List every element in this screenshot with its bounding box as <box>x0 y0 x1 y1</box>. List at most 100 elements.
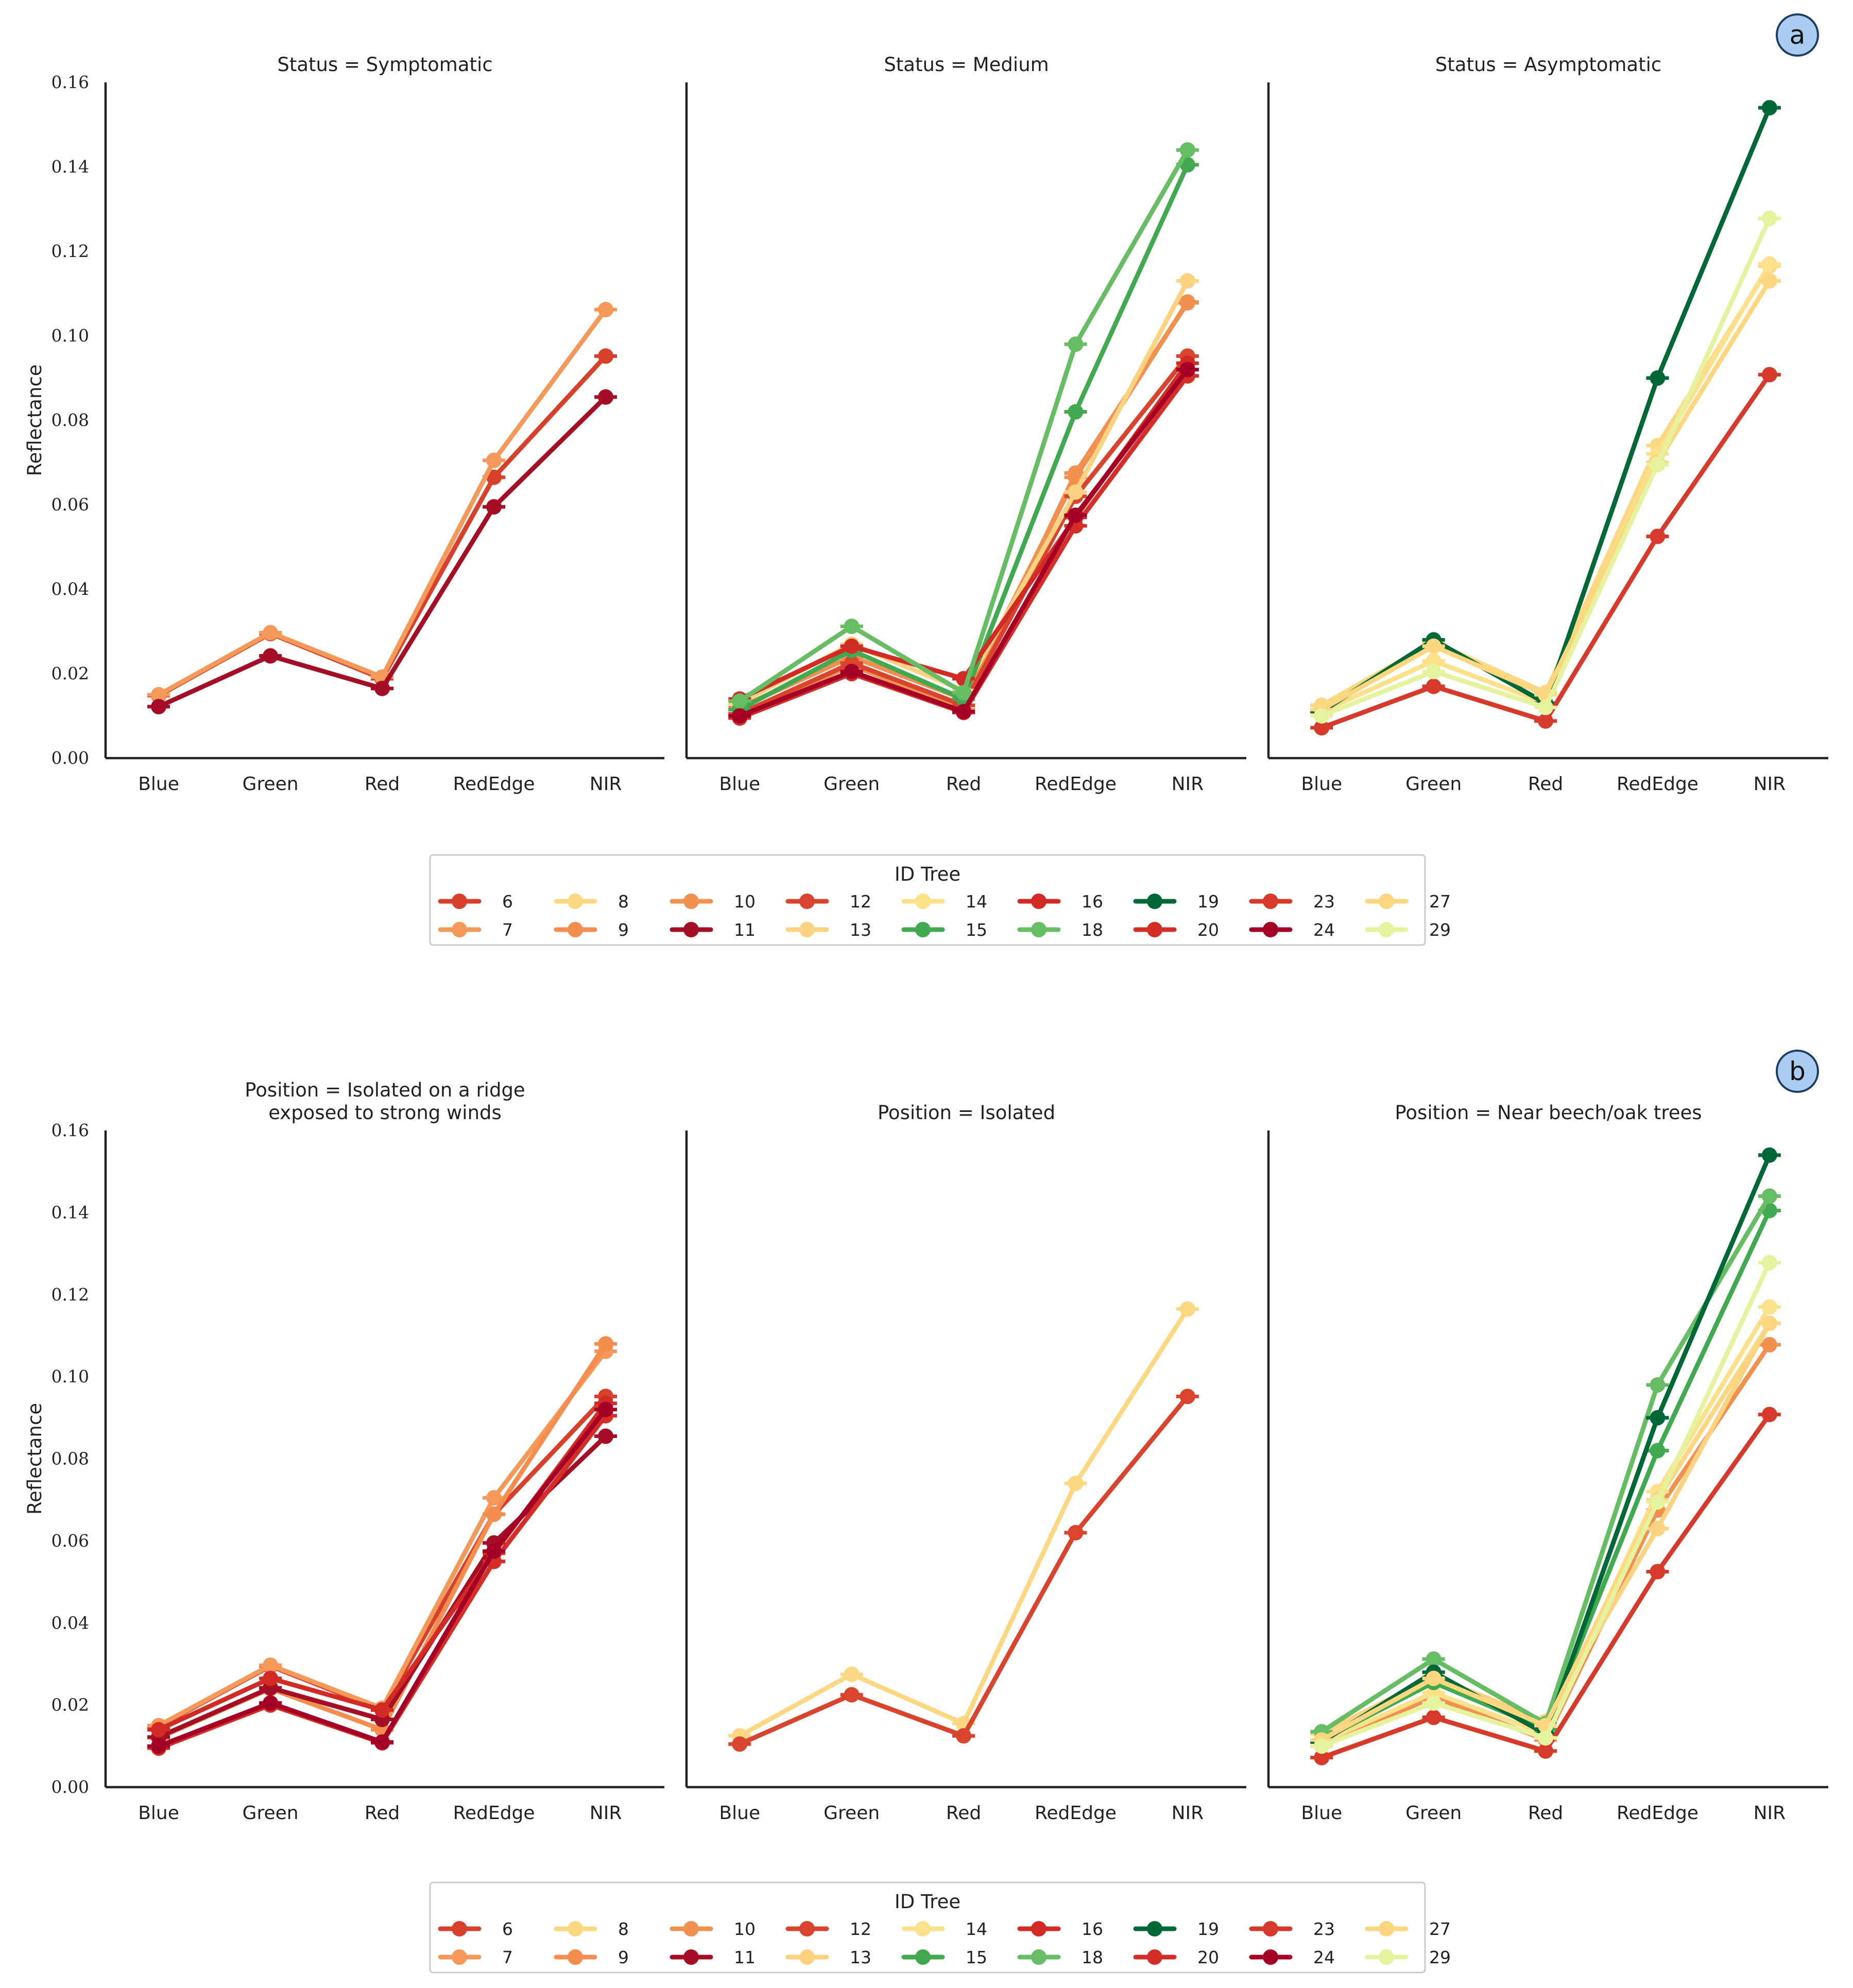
legend-label: 19 <box>1197 892 1219 912</box>
data-point <box>956 704 972 719</box>
x-tick-label: RedEdge <box>1617 774 1698 795</box>
series-tree-13 <box>728 273 1199 711</box>
panel-title: Position = Near beech/oak trees <box>1395 1102 1702 1124</box>
legend-label: 24 <box>1313 1947 1335 1967</box>
data-point <box>486 1490 502 1506</box>
series-line <box>156 1349 608 1728</box>
data-point <box>1179 1301 1195 1317</box>
legend-swatch-marker <box>1031 922 1046 937</box>
series-line <box>1319 278 1772 712</box>
series-tree-11 <box>147 389 617 714</box>
data-point <box>598 348 614 364</box>
panel-label-text: a <box>1790 20 1806 50</box>
legend-entry-13: 13 <box>785 1947 871 1967</box>
legend-label: 24 <box>1313 920 1335 940</box>
legend-entry-6: 6 <box>438 892 513 912</box>
data-point <box>1068 1524 1084 1540</box>
x-tick-label: Blue <box>719 1803 760 1824</box>
data-point <box>1650 528 1666 544</box>
legend-swatch-marker <box>799 1949 815 1965</box>
series-line <box>1319 262 1772 714</box>
data-point <box>374 1702 390 1718</box>
legend-label: 7 <box>502 1947 513 1967</box>
series-tree-19 <box>1310 1147 1781 1750</box>
legend-entry-13: 13 <box>785 920 871 940</box>
panel-label-badge <box>1776 1050 1819 1093</box>
legend-label: 9 <box>618 920 629 940</box>
data-point <box>486 499 502 515</box>
legend-label: 27 <box>1429 1919 1451 1939</box>
legend-swatch-marker <box>1379 894 1394 909</box>
panel-title: Position = Isolated on a ridge <box>245 1079 525 1101</box>
legend-swatch-marker <box>683 894 699 909</box>
data-point <box>1761 1336 1777 1352</box>
legend-label: 9 <box>618 1947 629 1967</box>
x-tick-label: Blue <box>1301 774 1342 795</box>
legend-entry-12: 12 <box>785 1919 871 1939</box>
legend-swatch-marker <box>915 1949 931 1965</box>
series-line <box>1319 1208 1772 1742</box>
data-point <box>1761 256 1777 272</box>
data-point <box>844 1666 860 1682</box>
series-tree-13 <box>1310 1315 1781 1742</box>
data-point <box>1538 713 1554 729</box>
series-tree-7 <box>147 1343 617 1734</box>
legend-swatch-marker <box>1031 894 1046 909</box>
legend-entry-14: 14 <box>901 1919 987 1939</box>
y-tick-label: 0.14 <box>52 157 89 177</box>
data-point <box>1761 1147 1777 1163</box>
data-point <box>1650 457 1666 473</box>
x-tick-label: NIR <box>1754 774 1786 795</box>
legend-entry-7: 7 <box>438 920 513 940</box>
legend-entry-7: 7 <box>438 1947 513 1967</box>
panel-a-3: Status = Asymptomatic Blue Green Red RedEdge… <box>1267 54 1828 795</box>
data-point <box>151 1738 167 1754</box>
panel-title: Status = Symptomatic <box>277 54 492 76</box>
data-point <box>1761 1299 1777 1315</box>
data-point <box>1650 1494 1666 1510</box>
data-point <box>1179 295 1195 311</box>
data-point <box>1650 1520 1666 1536</box>
series-line <box>1319 264 1772 708</box>
series-tree-27 <box>1310 1315 1781 1748</box>
legend-swatch-marker <box>1263 1949 1278 1965</box>
data-point <box>1068 507 1084 523</box>
data-point <box>1068 336 1084 352</box>
legend-label: 23 <box>1313 1919 1335 1939</box>
legend-entry-15: 15 <box>901 1947 987 1967</box>
y-tick-label: 0.00 <box>52 748 89 768</box>
legend-label: 12 <box>850 892 871 912</box>
legend-label: 13 <box>850 920 871 940</box>
legend-entry-15: 15 <box>901 920 987 940</box>
legend-swatch-marker <box>452 1949 467 1965</box>
data-point <box>1426 638 1442 654</box>
legend-entry-27: 27 <box>1365 892 1451 912</box>
y-tick-label: 0.02 <box>52 663 89 683</box>
legend-label: 8 <box>618 1919 629 1939</box>
data-point <box>1068 465 1084 481</box>
legend-swatch-marker <box>1263 922 1278 937</box>
series-line <box>737 361 1190 701</box>
series-tree-11 <box>147 1428 617 1745</box>
legend-swatch-marker <box>915 894 931 909</box>
data-point <box>1179 1389 1195 1404</box>
data-point <box>732 1736 748 1752</box>
series-tree-27 <box>1310 273 1781 717</box>
panel-a-2: Status = Medium Blue Green Red RedEdge NIR <box>685 54 1246 795</box>
panel-label-badge <box>1776 13 1819 57</box>
data-point <box>374 1734 390 1750</box>
x-tick-label: NIR <box>1172 1803 1204 1824</box>
x-tick-label: Blue <box>138 1803 179 1824</box>
series-tree-18 <box>728 142 1199 709</box>
y-tick-label: 0.12 <box>52 241 89 261</box>
series-tree-15 <box>1310 1203 1781 1748</box>
legend-swatch-marker <box>1147 1949 1162 1965</box>
x-tick-label: Green <box>243 774 299 795</box>
data-point <box>598 389 614 405</box>
x-tick-label: NIR <box>1754 1803 1786 1824</box>
data-point <box>1068 1476 1084 1492</box>
panel-title: Status = Asymptomatic <box>1435 54 1661 76</box>
legend-label: 15 <box>966 920 987 940</box>
series-tree-29 <box>1310 211 1781 724</box>
legend-entry-23: 23 <box>1249 892 1335 912</box>
